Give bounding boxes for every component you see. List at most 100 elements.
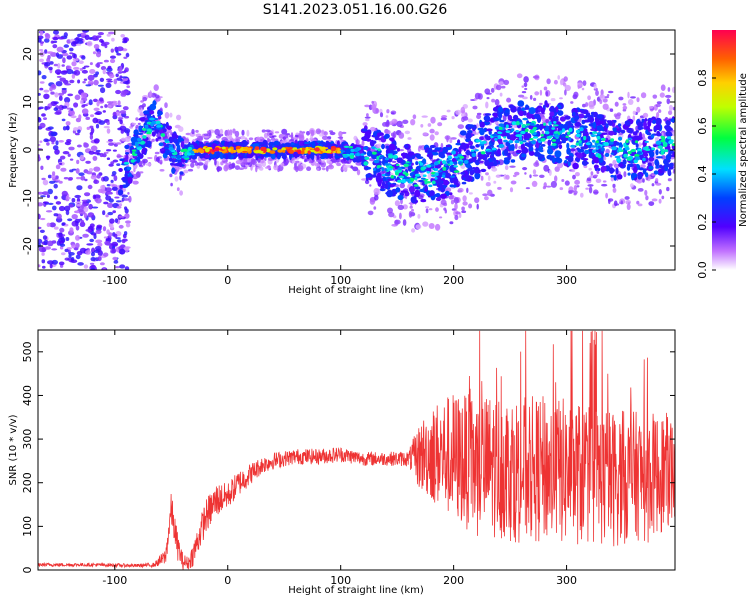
spectrogram-cell	[515, 149, 522, 154]
spectrogram-cell	[385, 145, 390, 149]
spectrogram-cell	[216, 166, 223, 172]
spectrogram-cell	[495, 174, 501, 178]
spectrogram-cell	[78, 60, 84, 64]
spectrogram-cell	[53, 183, 58, 189]
spectrogram-cell	[361, 178, 367, 181]
spectrogram-cell	[306, 166, 312, 171]
spectrogram-cell	[81, 108, 89, 115]
spectrogram-cell	[464, 174, 470, 182]
spectrogram-cell	[574, 115, 580, 121]
spectrogram-cell	[402, 204, 408, 210]
spectrogram-cell	[110, 223, 114, 229]
spectrogram-cell	[84, 192, 91, 197]
spectrogram-cell	[459, 130, 467, 136]
spectrogram-cell	[110, 161, 115, 165]
spectrogram-cell	[596, 135, 601, 140]
spectrogram-cell	[551, 139, 557, 142]
spectrogram-cell	[69, 52, 74, 55]
spectrogram-cell	[535, 160, 539, 166]
spectrogram-cell	[370, 174, 377, 178]
spectrogram-cell	[434, 172, 439, 177]
spectrogram-cell	[53, 195, 58, 200]
spectrogram-cell	[106, 149, 112, 152]
spectrogram-cell	[540, 144, 546, 147]
snr-xtick-label: 300	[556, 574, 577, 587]
spectrogram-cell	[591, 131, 598, 135]
spectrogram-cell	[261, 129, 266, 133]
snr-panel: -100 0 100 200 300 0 100 200 300 400 500 Height of…	[8, 329, 676, 596]
spectrogram-cell	[71, 73, 76, 79]
spectrogram-cell	[365, 173, 372, 178]
spectrogram-cell	[46, 194, 51, 199]
spectrogram-cell	[142, 135, 147, 139]
spectrogram-cell	[431, 151, 439, 156]
spectrogram-cell	[587, 117, 591, 120]
spectrogram-cell	[361, 140, 365, 147]
spectrogram-cell	[485, 128, 493, 132]
spectrogram-cell	[408, 186, 415, 193]
spectrogram-cell	[668, 140, 673, 145]
spectrogram-cell	[70, 115, 77, 119]
spectrogram-cell	[225, 162, 230, 170]
spectrogram-cell	[655, 140, 662, 145]
spectrogram-cell	[62, 70, 68, 73]
spectrogram-cell	[70, 41, 78, 47]
spectrogram-cell	[265, 148, 271, 153]
spectrogram-cell	[510, 128, 515, 132]
spectrogram-cell	[626, 156, 632, 161]
spectrogram-cell	[432, 168, 436, 170]
spectrogram-cell	[440, 117, 445, 121]
spectrogram-cell	[106, 128, 111, 134]
spectrogram-cell	[71, 198, 76, 203]
spectrogram-cell	[56, 46, 64, 53]
spectrogram-cell	[63, 177, 69, 180]
spectrogram-cell	[113, 78, 118, 85]
spectrogram-cell	[518, 110, 525, 117]
spectrogram-cell	[169, 112, 173, 118]
spectrogram-cell	[113, 260, 119, 264]
spectrogram-cell	[95, 246, 102, 251]
spectrogram-cell	[523, 76, 529, 83]
spectrogram-cell	[255, 165, 258, 173]
spectrogram-cell	[106, 33, 111, 37]
spectrogram-cell	[164, 112, 170, 119]
spectrogram-cell	[508, 104, 515, 109]
spectrogram-cell	[316, 167, 320, 171]
spectrogram-cell	[366, 138, 372, 142]
spectrogram-cell	[220, 161, 224, 166]
spectrogram-cell	[422, 158, 427, 165]
spectrogram-cell	[545, 91, 549, 97]
spectrogram-cell	[503, 79, 510, 85]
spectrogram-cell	[61, 52, 69, 57]
spectrogram-cell	[573, 91, 579, 98]
spectrogram-cell	[81, 199, 89, 202]
spectrogram-cell	[371, 100, 375, 104]
spectrogram-cell	[288, 134, 294, 138]
spectrogram-cell	[396, 120, 403, 128]
spectrogram-cell	[602, 138, 606, 141]
spectrogram-cell	[111, 186, 118, 191]
spectrogram-cell	[243, 157, 248, 165]
spectrogram-cell	[634, 140, 639, 144]
spectrogram-cell	[627, 151, 632, 155]
spectrogram-cell	[488, 161, 495, 167]
spectrogram-cell	[46, 222, 51, 227]
spectrogram-cell	[295, 132, 300, 136]
spectrogram-cell	[585, 102, 589, 107]
spectrogram-cell	[369, 184, 372, 187]
spectrogram-cell	[491, 134, 498, 137]
spectrogram-cell	[153, 84, 159, 91]
spectrogram-cell	[41, 113, 46, 117]
spectrogram-cell	[39, 122, 46, 129]
spectrogram-cell	[58, 140, 64, 143]
spectrogram-cell	[402, 119, 409, 125]
spectrogram-xlabel: Height of straight line (km)	[288, 285, 424, 296]
spectrogram-cell	[40, 165, 44, 170]
spectrogram-cell	[59, 243, 66, 247]
spectrogram-cell	[539, 123, 543, 131]
spectrogram-cell	[79, 154, 85, 161]
spectrogram-cell	[150, 122, 154, 127]
spectrogram-cell	[559, 79, 564, 86]
spectrogram-cell	[526, 133, 532, 140]
spectrogram-cell	[637, 121, 641, 126]
